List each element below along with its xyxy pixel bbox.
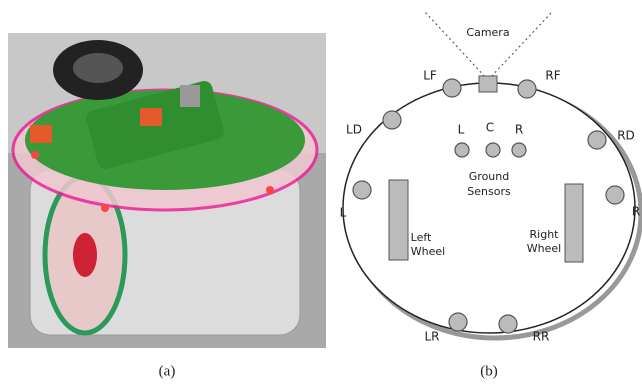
ground-sensors-title: Ground: [469, 170, 509, 183]
ground-sensor-label: C: [486, 121, 494, 135]
led: [101, 204, 109, 212]
camera-fov: [488, 12, 552, 80]
ground-sensor-label: R: [515, 123, 523, 137]
sensor-label: LF: [423, 69, 437, 83]
robot-photo: [8, 33, 326, 348]
led: [31, 151, 39, 159]
speaker-cone: [73, 53, 123, 83]
caption: (a): [159, 363, 176, 379]
sensor-label: RD: [617, 129, 635, 143]
sensor: [499, 315, 517, 333]
right-wheel: [565, 184, 583, 262]
connector: [140, 108, 162, 126]
sensor-label: LD: [346, 123, 362, 137]
camera-label: Camera: [466, 26, 509, 39]
sensor-label: RR: [533, 330, 550, 344]
right-wheel-label: Right: [530, 228, 560, 241]
sensor-label: LR: [424, 330, 439, 344]
right-wheel-label: Wheel: [527, 242, 561, 255]
ground-sensor: [512, 143, 526, 157]
sensor-label: L: [340, 206, 347, 220]
sensor: [449, 313, 467, 331]
camera-box: [479, 76, 497, 92]
left-wheel-label: Left: [411, 231, 432, 244]
left-wheel: [389, 180, 408, 260]
sensor: [518, 80, 536, 98]
left-wheel-label: Wheel: [411, 245, 445, 258]
sensor: [443, 79, 461, 97]
sensor-label: R: [632, 205, 640, 219]
sensor: [588, 131, 606, 149]
ground-sensors-title: Sensors: [467, 185, 511, 198]
ground-sensor: [455, 143, 469, 157]
caption: (b): [480, 363, 498, 379]
ground-sensor-label: L: [458, 123, 465, 137]
wheel-hub: [73, 233, 97, 277]
connector: [30, 125, 52, 143]
led: [266, 186, 274, 194]
ground-sensor: [486, 143, 500, 157]
sensor: [383, 111, 401, 129]
figure: (a) Camera LF RF LD RD L R LR RR L C R G…: [0, 0, 642, 385]
sensor: [606, 186, 624, 204]
selector: [180, 85, 200, 107]
sensor: [353, 181, 371, 199]
sensor-label: RF: [545, 69, 560, 83]
